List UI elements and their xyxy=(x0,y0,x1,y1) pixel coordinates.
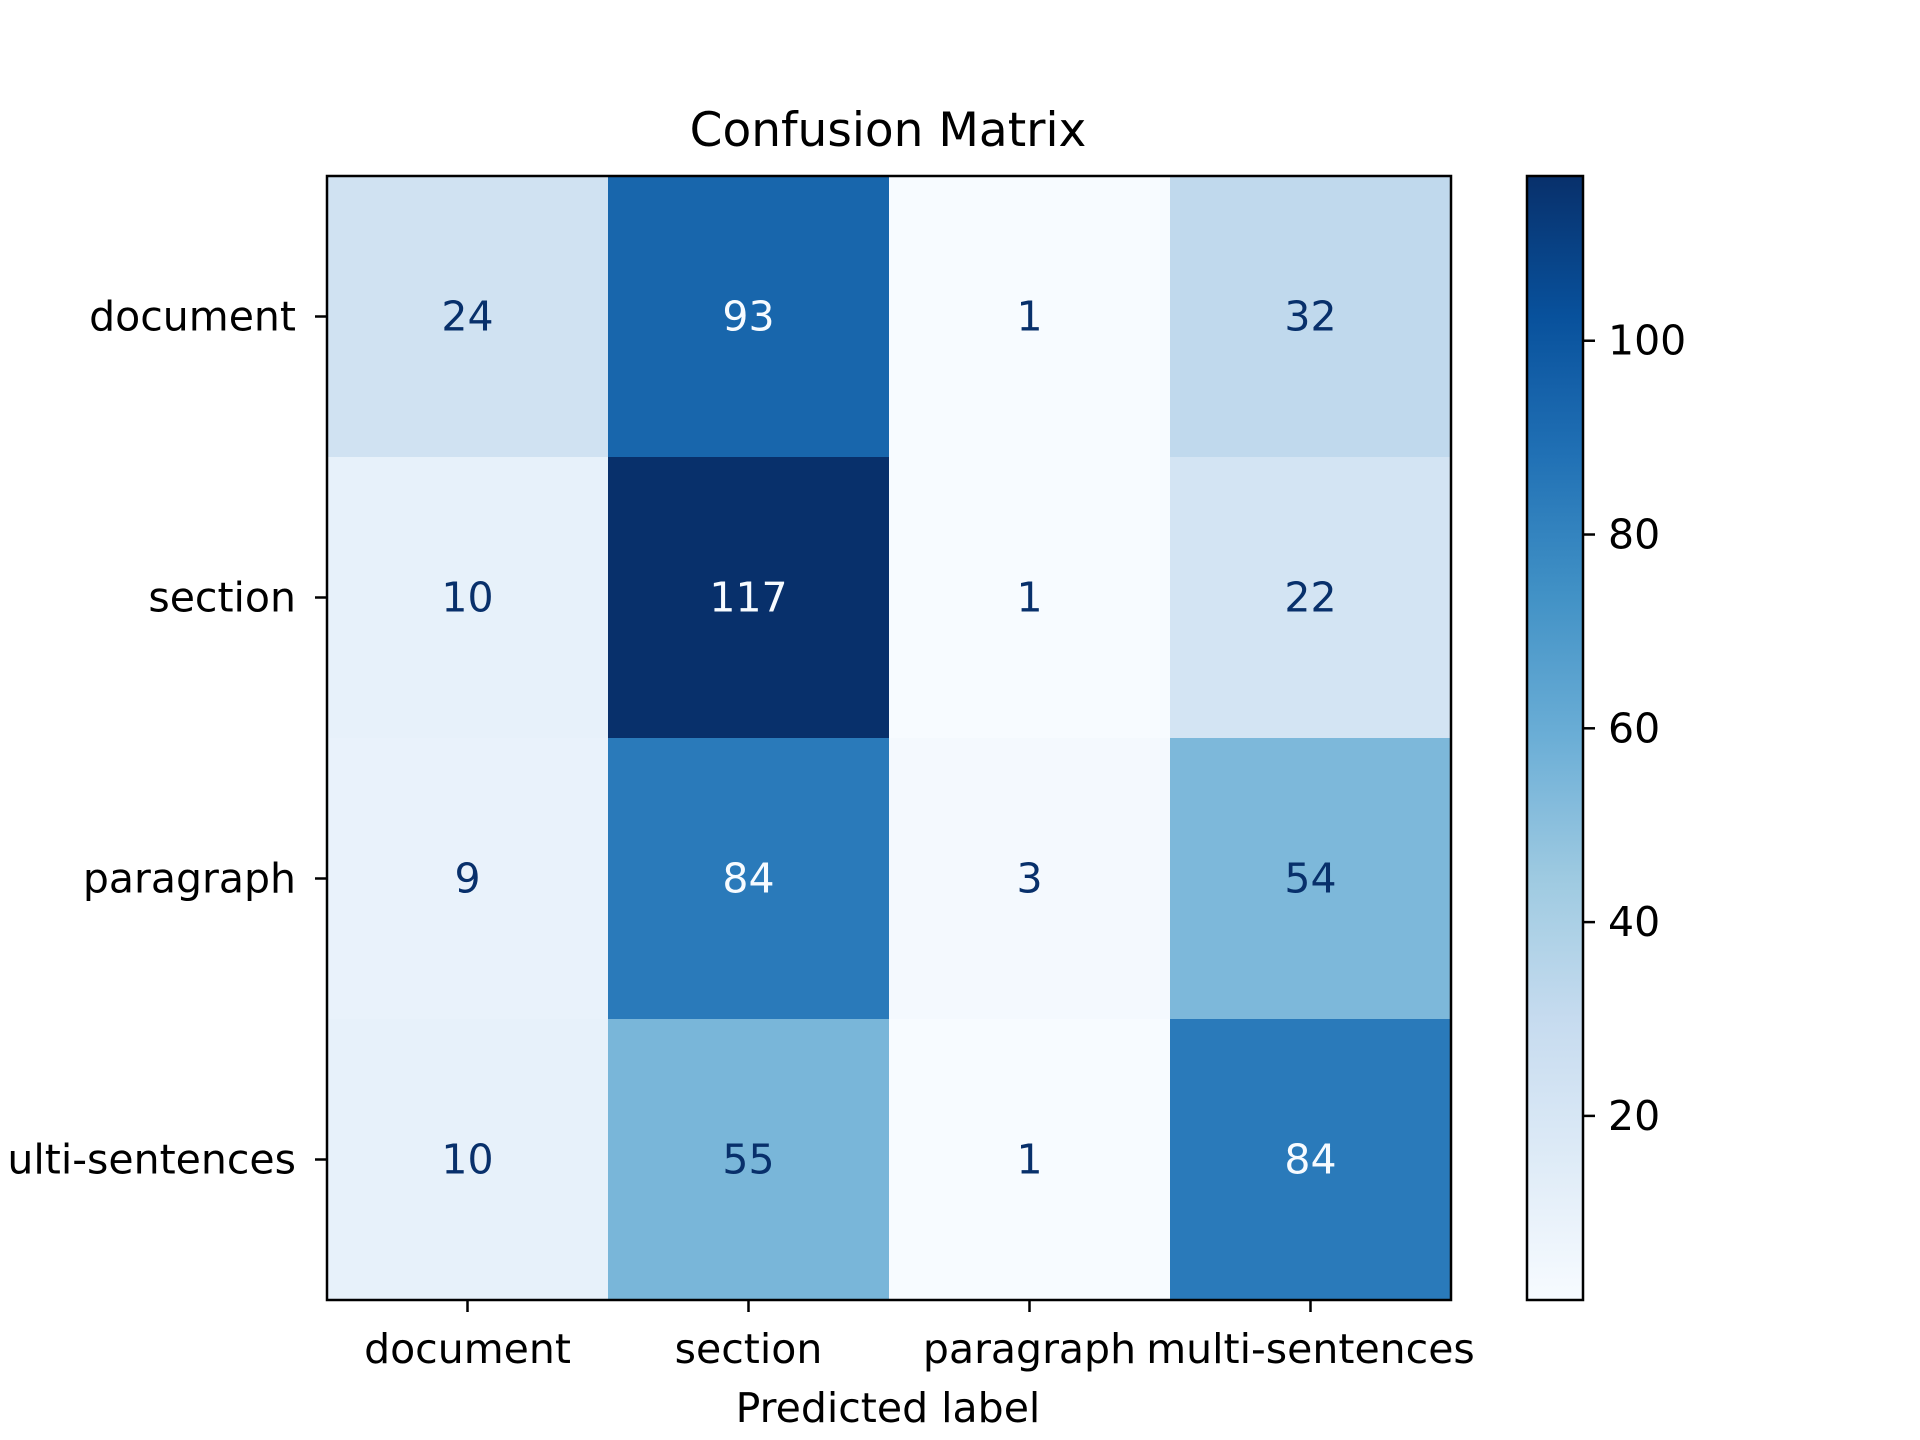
x-tick-label: section xyxy=(675,1325,823,1373)
heatmap-cell xyxy=(608,457,890,739)
cell-value-label: 55 xyxy=(722,1136,774,1184)
heatmap-cell xyxy=(608,176,890,458)
y-axis-ticks: document section paragraph ulti-sentences xyxy=(7,293,327,1184)
cell-value-label: 22 xyxy=(1284,574,1336,622)
heatmap-cell xyxy=(327,1019,609,1301)
y-tick-label: document xyxy=(89,293,296,341)
cell-value-label: 24 xyxy=(441,293,493,341)
cell-value-label: 32 xyxy=(1284,293,1336,341)
cell-value-label: 3 xyxy=(1016,855,1042,903)
heatmap-cell xyxy=(1170,1019,1452,1301)
heatmap-cell xyxy=(889,738,1171,1020)
heatmap-cells xyxy=(327,176,1452,1301)
heatmap-cell xyxy=(1170,457,1452,739)
heatmap-cell xyxy=(608,1019,890,1301)
colorbar xyxy=(1527,176,1583,1300)
heatmap-cell xyxy=(608,738,890,1020)
cell-value-label: 54 xyxy=(1284,855,1336,903)
heatmap-cell xyxy=(1170,176,1452,458)
cell-value-label: 10 xyxy=(441,574,493,622)
x-tick-label: document xyxy=(364,1325,571,1373)
heatmap-cell xyxy=(327,176,609,458)
heatmap-cell xyxy=(889,176,1171,458)
cell-value-label: 84 xyxy=(722,855,774,903)
cell-value-label: 93 xyxy=(722,293,774,341)
y-tick-label: ulti-sentences xyxy=(7,1136,296,1184)
heatmap-cell xyxy=(889,457,1171,739)
colorbar-frame xyxy=(1525,174,1585,1302)
colorbar-tick-label: 40 xyxy=(1608,898,1660,946)
heatmap-cell xyxy=(327,738,609,1020)
plot-frame xyxy=(325,174,1453,1302)
cell-value-label: 117 xyxy=(709,574,787,622)
cell-value-label: 1 xyxy=(1016,293,1042,341)
cell-value-label: 9 xyxy=(454,855,480,903)
colorbar-tick-label: 80 xyxy=(1608,511,1660,559)
cell-value-label: 1 xyxy=(1016,574,1042,622)
heatmap-cell xyxy=(889,1019,1171,1301)
chart-title: Confusion Matrix xyxy=(690,103,1087,158)
x-tick-label: multi-sentences xyxy=(1146,1325,1475,1373)
colorbar-tick-label: 20 xyxy=(1608,1092,1660,1140)
colorbar-tick-label: 100 xyxy=(1608,317,1686,365)
y-tick-label: paragraph xyxy=(83,855,296,903)
x-axis-label: Predicted label xyxy=(736,1384,1041,1432)
cell-value-label: 1 xyxy=(1016,1136,1042,1184)
x-axis-ticks: document section paragraph multi-sentences xyxy=(364,1300,1475,1373)
cell-value-label: 84 xyxy=(1284,1136,1336,1184)
cell-value-label: 10 xyxy=(441,1136,493,1184)
colorbar-tick-label: 60 xyxy=(1608,704,1660,752)
heatmap-cell xyxy=(327,457,609,739)
x-tick-label: paragraph xyxy=(923,1325,1136,1373)
y-tick-label: section xyxy=(148,574,296,622)
heatmap-cell xyxy=(1170,738,1452,1020)
heatmap-cell-labels: 24 93 1 32 10 117 1 22 9 84 3 54 10 55 1 84 xyxy=(441,293,1336,1184)
colorbar-ticks: 20 40 60 80 100 xyxy=(1583,317,1686,1140)
